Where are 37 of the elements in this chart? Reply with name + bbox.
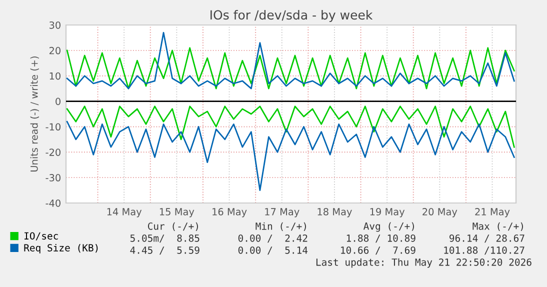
x-tick-label: 20 May bbox=[422, 208, 458, 218]
x-tick-label: 18 May bbox=[318, 208, 352, 218]
x-tick-label: 15 May bbox=[160, 208, 194, 218]
line-series bbox=[66, 47, 515, 90]
y-tick-label: -30 bbox=[46, 174, 60, 182]
y-tick-label: 20 bbox=[49, 46, 60, 54]
y-tick-label: -10 bbox=[46, 123, 60, 131]
line-series bbox=[66, 32, 515, 90]
text: 10.66 / 7.69 bbox=[341, 246, 416, 255]
text: 0.00 / 5.14 bbox=[238, 246, 308, 255]
text: 0.00 / 2.42 bbox=[238, 234, 308, 243]
line-series bbox=[66, 106, 515, 148]
text: Last update: Thu May 21 22:50:20 2026 bbox=[316, 258, 532, 268]
y-tick-label: 10 bbox=[50, 72, 60, 80]
text: Max (-/+) bbox=[472, 222, 523, 231]
x-tick-label: 19 May bbox=[370, 208, 405, 218]
x-tick-label: 14 May bbox=[107, 208, 142, 218]
chart-title: IOs for /dev/sda - by week bbox=[210, 10, 373, 22]
text: Avg (-/+) bbox=[364, 222, 414, 232]
text: Min (-/+) bbox=[256, 222, 306, 231]
x-tick-label: 17 May bbox=[265, 208, 300, 218]
x-tick-label: 16 May bbox=[212, 208, 247, 218]
text: 5.05m/ 8.85 bbox=[130, 234, 200, 243]
text: 101.88 /110.27 bbox=[444, 246, 524, 255]
legend-label: IO/sec bbox=[24, 232, 58, 240]
y-axis-title: Units read (-) / write (+) bbox=[30, 56, 39, 172]
text: 1.88 / 10.89 bbox=[346, 234, 416, 243]
y-tick-label: -40 bbox=[46, 199, 60, 207]
line-series bbox=[66, 120, 515, 191]
y-tick-label: -20 bbox=[46, 148, 60, 156]
y-tick-label: 30 bbox=[50, 21, 60, 29]
legend-label: Req Size (KB) bbox=[24, 244, 98, 254]
text: Cur (-/+) bbox=[148, 222, 198, 231]
x-tick-label: 21 May bbox=[475, 208, 510, 218]
text: 96.14 / 28.67 bbox=[450, 234, 524, 243]
y-tick-label: 0 bbox=[56, 98, 60, 106]
text: 4.45 / 5.59 bbox=[130, 246, 200, 255]
